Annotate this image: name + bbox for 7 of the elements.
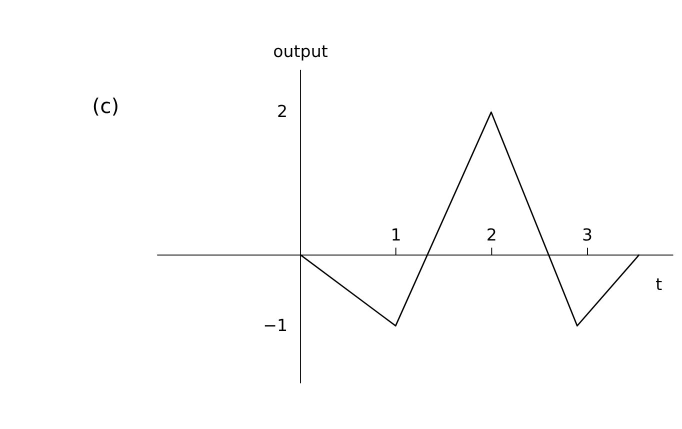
x-tick-label: 1 xyxy=(390,225,402,244)
x-tick-label: 2 xyxy=(486,225,497,244)
y-axis-title: output xyxy=(273,42,328,61)
x-tick-label: 3 xyxy=(582,225,593,244)
text: (c) xyxy=(92,94,120,118)
x-axis-title: t xyxy=(656,275,663,294)
y-tick-label: −1 xyxy=(263,316,288,335)
